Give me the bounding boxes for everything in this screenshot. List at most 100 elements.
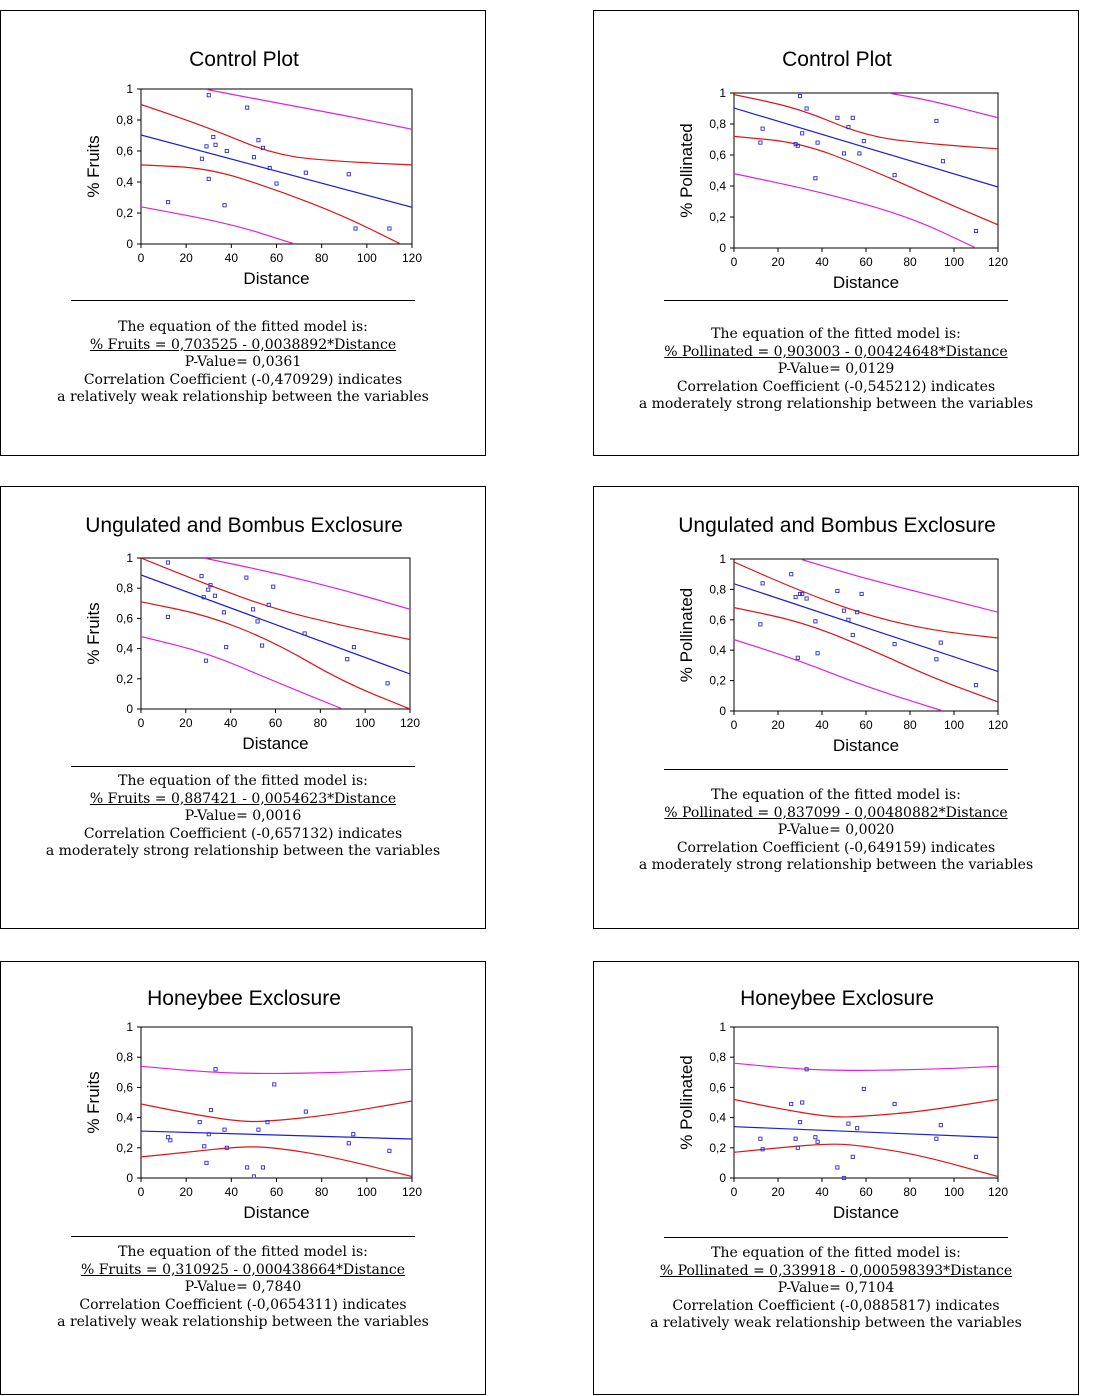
data-point xyxy=(804,106,809,111)
x-tick-label: 40 xyxy=(225,1185,239,1199)
model-summary: The equation of the fitted model is:% Po… xyxy=(594,1245,1078,1333)
divider-rule xyxy=(664,1237,1008,1238)
data-point xyxy=(789,572,794,577)
scatter-plot: Honeybee Exclosure 0 0,2 0,4 0,6 0,8 1 0 20 40 60 8… xyxy=(677,987,1008,1222)
x-tick-label: 0 xyxy=(731,718,738,732)
y-tick-label: 0,2 xyxy=(709,674,726,688)
y-tick-label: 0,2 xyxy=(709,210,726,224)
data-point xyxy=(934,118,939,123)
chart-title: Control Plot xyxy=(782,48,892,71)
fitted-line xyxy=(141,574,410,675)
data-point xyxy=(850,115,855,120)
x-tick-label: 100 xyxy=(944,718,964,732)
fitted-equation-text: % Pollinated = 0,339918 - 0,000598393*Di… xyxy=(659,1262,1013,1279)
prediction-band-lower xyxy=(141,206,295,244)
data-point xyxy=(222,1127,227,1132)
p-value: P-Value= 0,0361 xyxy=(184,354,302,370)
data-point xyxy=(813,1135,818,1140)
fitted-line xyxy=(734,1126,998,1139)
y-tick-label: 0,6 xyxy=(709,613,726,627)
data-point xyxy=(815,1139,820,1144)
model-summary: The equation of the fitted model is:% Po… xyxy=(594,787,1078,875)
data-point xyxy=(271,584,276,589)
data-point xyxy=(973,683,979,688)
x-tick-label: 60 xyxy=(270,251,284,265)
chart-panel: Ungulated and Bombus Exclosure 0 0,2 0,4 0,6… xyxy=(593,486,1079,929)
y-tick-label: 0,6 xyxy=(116,1080,133,1094)
correlation-coefficient: Correlation Coefficient (-0,649159) indi… xyxy=(676,839,996,856)
x-tick-label: 120 xyxy=(988,1185,1008,1199)
data-point xyxy=(385,681,390,686)
y-axis-label: % Fruits xyxy=(84,135,103,197)
scatter-plot: Ungulated and Bombus Exclosure 0 0,2 0,4 0,6… xyxy=(677,514,1008,755)
data-point xyxy=(211,134,216,140)
data-point xyxy=(351,1132,356,1137)
data-point xyxy=(387,226,392,231)
data-point xyxy=(758,1136,763,1141)
data-point xyxy=(267,165,272,171)
prediction-band-upper xyxy=(141,1065,412,1075)
confidence-band-lower xyxy=(734,607,998,703)
data-point xyxy=(973,228,979,234)
data-point xyxy=(204,1160,209,1165)
y-tick-label: 0,4 xyxy=(116,175,133,189)
x-tick-label: 40 xyxy=(815,255,829,269)
data-point xyxy=(351,645,357,650)
data-point xyxy=(345,657,350,662)
data-point xyxy=(855,610,860,615)
y-tick-label: 0 xyxy=(719,704,726,718)
x-tick-label: 40 xyxy=(815,718,829,732)
data-point xyxy=(255,619,260,624)
correlation-coefficient: Correlation Coefficient (-0,0654311) ind… xyxy=(79,1296,407,1313)
fitted-line xyxy=(141,1130,412,1140)
confidence-band-upper xyxy=(141,1100,412,1123)
chart-title: Control Plot xyxy=(189,48,299,71)
data-point xyxy=(204,144,209,149)
y-tick-label: 1 xyxy=(719,1020,726,1034)
data-point xyxy=(166,1135,171,1140)
data-point xyxy=(206,1132,211,1137)
data-point xyxy=(353,226,358,231)
confidence-band-lower xyxy=(141,601,410,709)
data-point xyxy=(795,143,800,148)
plot-frame xyxy=(733,92,999,249)
chart-panel: Control Plot 0 0,2 0,4 0,6 0,8 1 0 20 40 60 80 100 12… xyxy=(593,10,1079,456)
divider-rule xyxy=(664,769,1008,770)
prediction-band-upper xyxy=(799,559,998,613)
data-point xyxy=(760,1147,765,1152)
data-point xyxy=(813,619,818,624)
data-point xyxy=(892,173,897,178)
data-point xyxy=(222,203,227,208)
fitted-equation: % Fruits = 0,887421 - 0,0054623*Distance xyxy=(1,791,485,809)
y-tick-label: 0,8 xyxy=(116,1050,133,1064)
y-tick-label: 1 xyxy=(126,1020,133,1034)
y-axis-label: % Fruits xyxy=(84,1071,103,1133)
plot-frame xyxy=(733,558,999,712)
y-tick-label: 0,6 xyxy=(709,1080,726,1094)
data-point xyxy=(256,1127,261,1132)
data-point xyxy=(199,574,204,579)
data-point xyxy=(265,1120,270,1125)
summary-heading: The equation of the fitted model is: xyxy=(118,773,368,789)
data-point xyxy=(797,94,803,99)
curves xyxy=(734,559,998,711)
y-tick-label: 0,8 xyxy=(709,582,726,596)
data-point xyxy=(199,156,205,161)
fitted-equation: % Pollinated = 0,903003 - 0,00424648*Dis… xyxy=(594,344,1078,362)
data-point xyxy=(934,1136,939,1141)
data-point xyxy=(387,1148,392,1153)
divider-rule xyxy=(71,766,415,767)
fitted-equation: % Pollinated = 0,339918 - 0,000598393*Di… xyxy=(594,1263,1078,1281)
prediction-band-lower xyxy=(141,635,344,709)
x-tick-label: 120 xyxy=(402,251,422,265)
data-point xyxy=(213,1067,218,1072)
x-tick-label: 20 xyxy=(771,255,785,269)
scatter-plot: Control Plot 0 0,2 0,4 0,6 0,8 1 0 20 40 60 80 100 12… xyxy=(677,48,1008,292)
x-axis-label: Distance xyxy=(243,269,309,288)
x-tick-label: 60 xyxy=(859,255,873,269)
x-axis-label: Distance xyxy=(243,1203,309,1222)
y-tick-label: 1 xyxy=(719,552,726,566)
x-tick-label: 20 xyxy=(771,1185,785,1199)
x-tick-label: 80 xyxy=(903,718,917,732)
prediction-band-upper xyxy=(734,1062,998,1071)
